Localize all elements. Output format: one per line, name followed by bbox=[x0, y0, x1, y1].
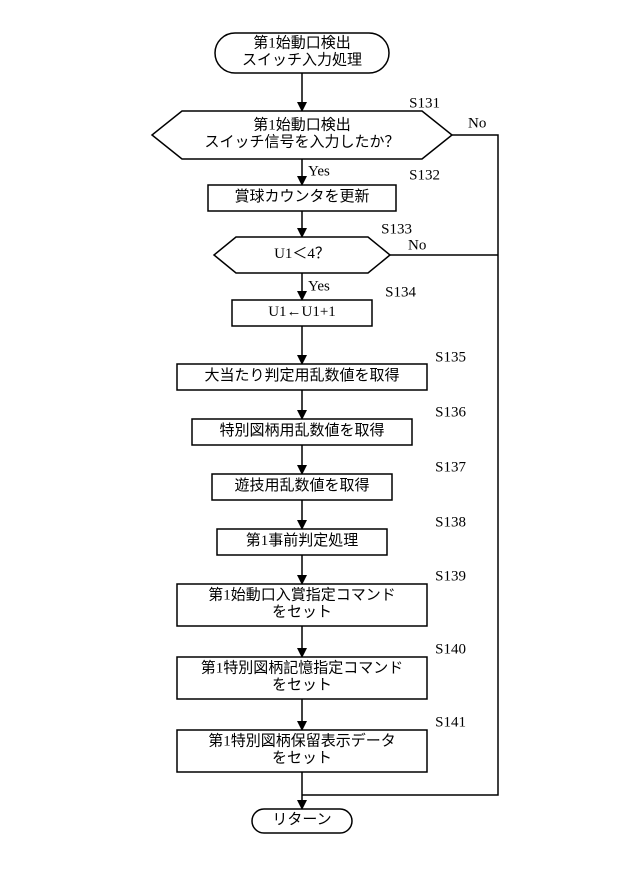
step-label: S132 bbox=[409, 167, 440, 183]
node-label: 特別図柄用乱数値を取得 bbox=[219, 422, 384, 439]
step-label: S134 bbox=[385, 284, 416, 300]
node-label: 遊技用乱数値を取得 bbox=[234, 477, 369, 494]
node-label: リターン bbox=[272, 811, 331, 828]
step-label: S133 bbox=[381, 221, 412, 237]
node-label: 第1始動口検出スイッチ入力処理 bbox=[242, 34, 362, 69]
step-label: S135 bbox=[435, 349, 466, 365]
nodes-layer: 第1始動口検出スイッチ入力処理第1始動口検出スイッチ信号を入力したか？S131賞… bbox=[152, 33, 466, 833]
node-label: U1＜4？ bbox=[274, 246, 330, 262]
step-label: S131 bbox=[409, 95, 440, 111]
edge-label: No bbox=[468, 115, 486, 131]
edge-label: Yes bbox=[308, 278, 330, 294]
node-label: 第1事前判定処理 bbox=[246, 531, 359, 549]
node-p135: 大当たり判定用乱数値を取得 S135 bbox=[177, 349, 466, 390]
node-p138: 第1事前判定処理 S138 bbox=[217, 514, 466, 555]
node-p137: 遊技用乱数値を取得 S137 bbox=[212, 459, 466, 500]
node-p136: 特別図柄用乱数値を取得 S136 bbox=[192, 404, 466, 445]
step-label: S138 bbox=[435, 514, 466, 530]
node-p140: 第1特別図柄記憶指定コマンドをセットS140 bbox=[177, 641, 466, 699]
edge-label: No bbox=[408, 237, 426, 253]
step-label: S136 bbox=[435, 404, 466, 420]
step-label: S141 bbox=[435, 714, 466, 730]
node-label: U1←U1+1 bbox=[268, 304, 336, 320]
node-return: リターン bbox=[252, 809, 352, 833]
node-start: 第1始動口検出スイッチ入力処理 bbox=[215, 33, 389, 73]
node-label: 大当たり判定用乱数値を取得 bbox=[204, 367, 399, 384]
step-label: S137 bbox=[435, 459, 466, 475]
edge-label: Yes bbox=[308, 163, 330, 179]
step-label: S139 bbox=[435, 568, 466, 584]
node-p141: 第1特別図柄保留表示データをセットS141 bbox=[177, 714, 466, 772]
step-label: S140 bbox=[435, 641, 466, 657]
node-p139: 第1始動口入賞指定コマンドをセットS139 bbox=[177, 568, 466, 626]
node-label: 賞球カウンタを更新 bbox=[234, 188, 369, 205]
flowchart-canvas: Yes Yes No No第1始動口検出スイッチ入力処理第1始動口検出スイッチ信号を入… bbox=[0, 0, 640, 893]
node-d133: U1＜4？ S133 bbox=[214, 221, 412, 273]
